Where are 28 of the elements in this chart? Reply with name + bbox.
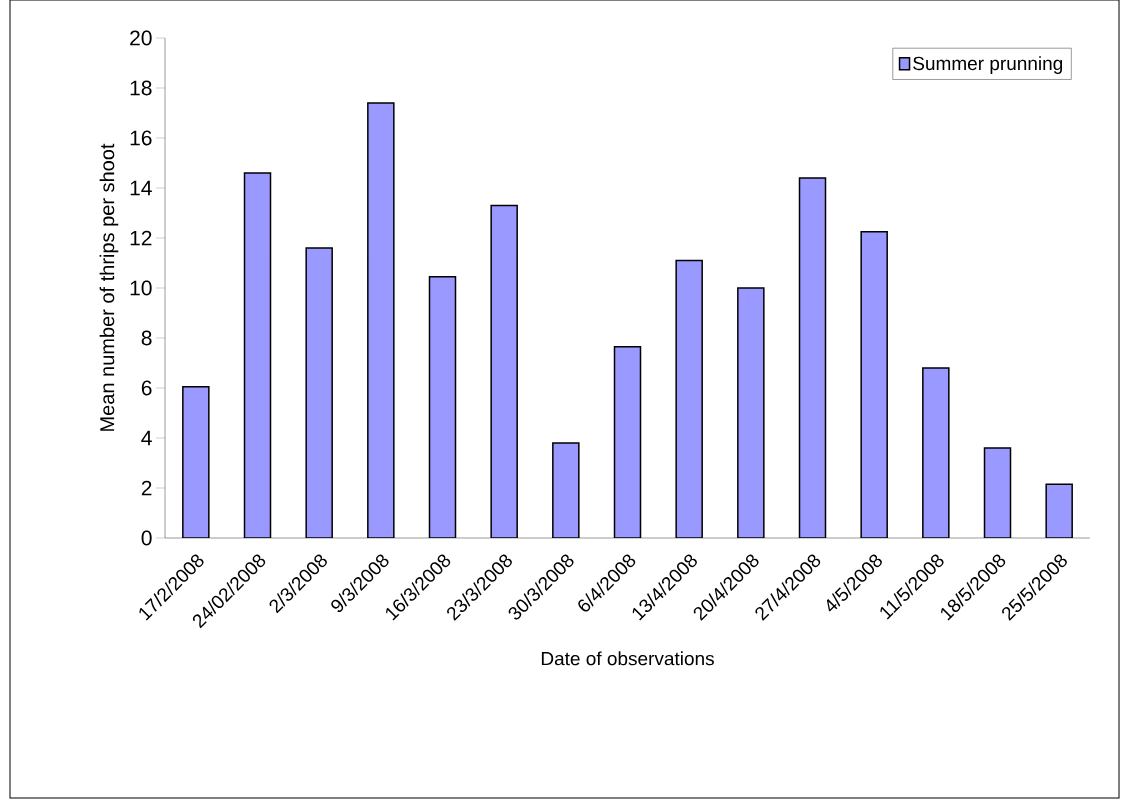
bar [737,287,765,538]
bar [428,276,457,538]
bar [490,204,518,538]
bar [613,346,642,538]
bar [552,442,580,538]
bar [305,247,333,538]
bar [798,177,827,538]
y-tick-label: 20 [130,30,152,46]
y-tick-label: 8 [141,330,152,346]
y-tick-label: 6 [141,380,152,396]
y-tick-label: 4 [141,430,152,446]
bar [182,386,210,538]
y-tick-label: 18 [130,80,152,96]
y-tick-label: 16 [130,130,152,146]
y-tick-label: 0 [141,530,152,546]
legend-label: Summer prunning [913,56,1063,74]
bar [922,367,950,538]
bar [675,259,703,538]
bar [367,102,395,538]
y-tick-label: 2 [141,480,152,496]
y-tick-label: 12 [130,230,152,246]
y-tick-label: 10 [130,280,152,296]
y-tick-label: 14 [130,180,152,196]
bar [243,172,272,538]
bar [983,447,1012,538]
bar [860,231,888,538]
y-axis-title: Mean number of thrips per shoot [99,143,119,431]
x-axis-title: Date of observations [541,651,714,666]
